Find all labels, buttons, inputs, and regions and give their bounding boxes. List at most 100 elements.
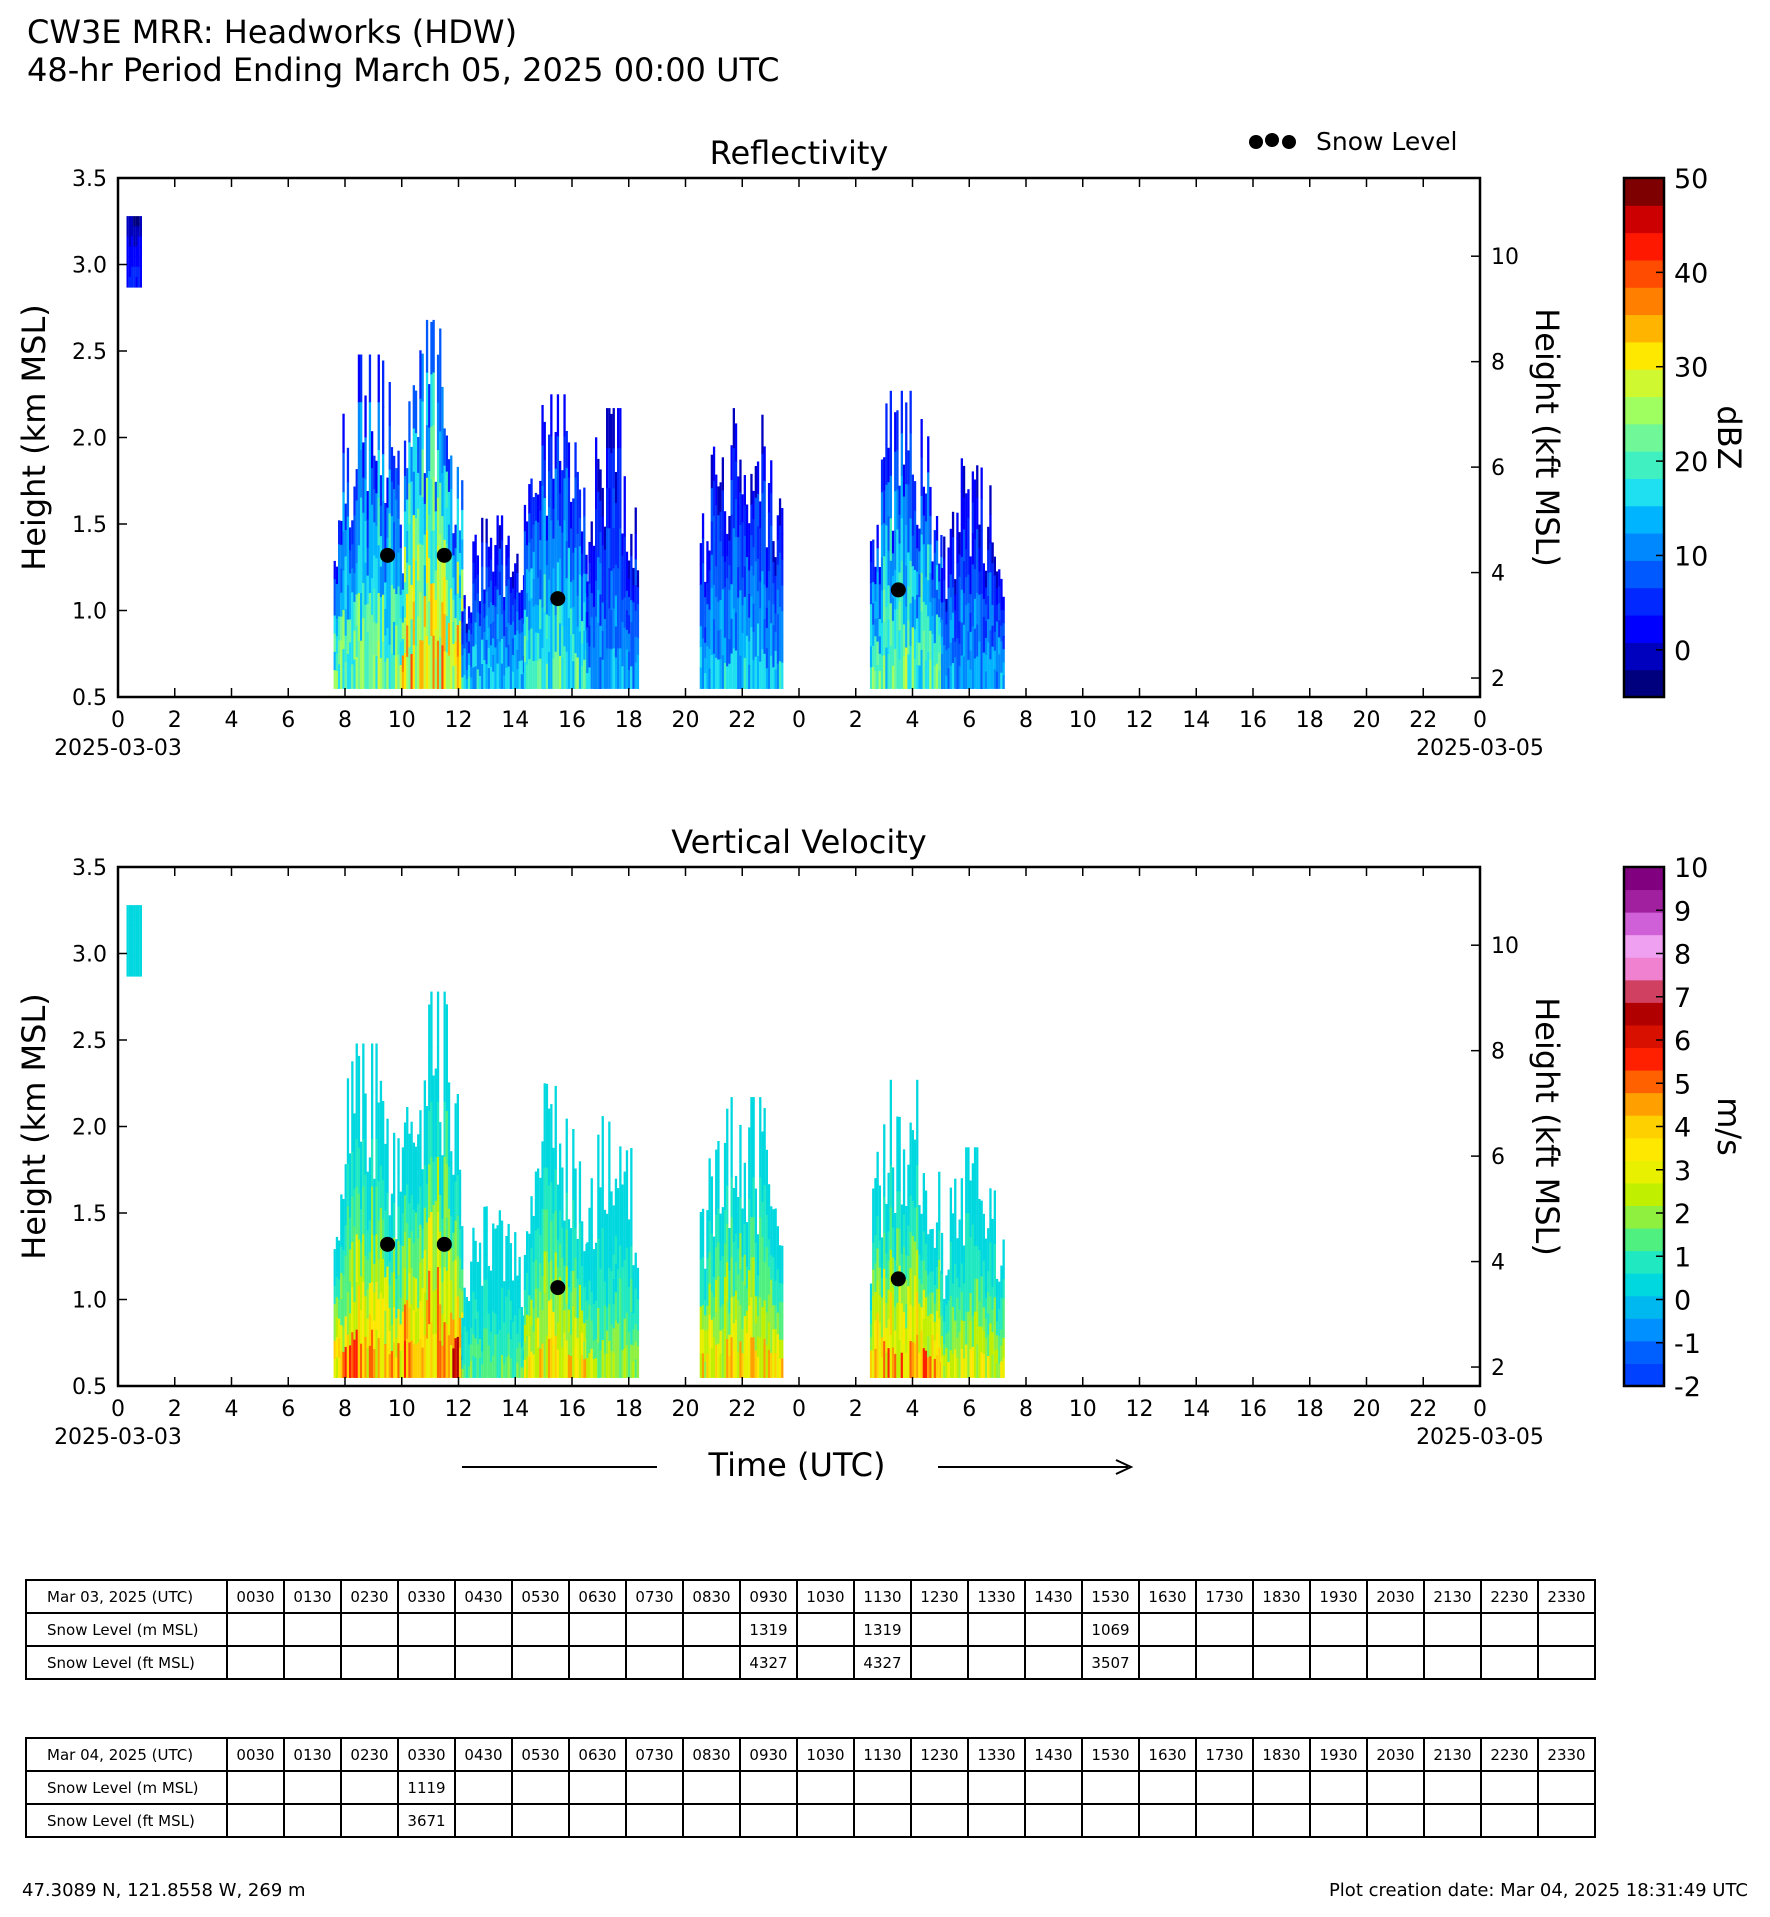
echo-cell — [441, 602, 444, 646]
echo-cell — [366, 519, 369, 548]
echo-cell — [590, 616, 593, 642]
echo-cell — [545, 1083, 549, 1127]
echo-cell — [931, 1356, 934, 1378]
echo-cell — [945, 624, 948, 638]
echo-cell — [390, 585, 394, 621]
echo-column — [333, 354, 402, 689]
echo-cell — [393, 522, 396, 557]
echo-cell — [984, 1238, 988, 1259]
echo-cell — [395, 1298, 398, 1319]
echo-cell — [523, 1342, 527, 1361]
echo-cell — [384, 503, 387, 531]
echo-cell — [505, 565, 508, 587]
echo-cell — [976, 1180, 979, 1214]
echo-cell — [498, 665, 501, 689]
echo-cell — [1000, 641, 1003, 658]
echo-cell — [636, 587, 640, 605]
echo-cell — [425, 1222, 429, 1262]
echo-cell — [443, 1322, 446, 1378]
echo-cell — [518, 1256, 521, 1275]
echo-cell — [710, 521, 713, 556]
echo-cell — [406, 468, 409, 501]
echo-cell — [410, 1231, 413, 1269]
echo-cell — [597, 491, 600, 526]
echo-cell — [708, 589, 711, 611]
echo-cell — [574, 653, 577, 689]
echo-cell — [993, 1270, 996, 1298]
echo-cell — [505, 626, 508, 648]
echo-cell — [456, 625, 459, 658]
echo-cell — [443, 577, 446, 615]
echo-cell — [885, 1278, 888, 1304]
echo-cell — [401, 573, 405, 591]
echo-cell — [619, 1146, 622, 1180]
echo-cell — [388, 1331, 391, 1355]
echo-cell — [561, 1197, 564, 1229]
echo-cell — [987, 1270, 990, 1293]
echo-cell — [872, 582, 875, 604]
echo-cell — [550, 646, 553, 689]
echo-cell — [767, 1211, 771, 1240]
echo-cell — [408, 442, 411, 484]
echo-cell — [556, 1184, 560, 1213]
echo-cell — [137, 246, 140, 258]
echo-cell — [945, 1348, 948, 1364]
echo-cell — [774, 1280, 777, 1306]
echo-cell — [991, 605, 994, 627]
table-cell — [967, 1645, 1026, 1680]
echo-cell — [704, 1330, 707, 1347]
echo-cell — [710, 1291, 713, 1321]
table-cell — [739, 1770, 798, 1805]
echo-cell — [743, 1193, 746, 1225]
echo-cell — [770, 460, 773, 494]
echo-cell — [439, 636, 442, 689]
echo-cell — [357, 1193, 361, 1241]
echo-cell — [397, 1274, 400, 1310]
echo-cell — [630, 1344, 633, 1378]
echo-cell — [507, 1333, 510, 1356]
echo-cell — [368, 402, 372, 451]
echo-cell — [447, 491, 451, 526]
echo-cell — [980, 1225, 983, 1252]
echo-cell — [467, 664, 471, 678]
echo-cell — [393, 1237, 396, 1274]
echo-cell — [745, 504, 749, 532]
echo-cell — [931, 579, 934, 599]
echo-cell — [956, 1238, 959, 1259]
echo-cell — [550, 1182, 553, 1222]
echo-cell — [869, 1296, 873, 1311]
snow-level-marker — [380, 547, 396, 563]
echo-cell — [776, 1355, 779, 1378]
echo-cell — [379, 1250, 383, 1294]
echo-cell — [980, 530, 983, 563]
colorbar-tick-label: 1 — [1674, 1242, 1691, 1273]
echo-cell — [530, 1247, 533, 1275]
echo-cell — [623, 597, 626, 629]
echo-cell — [368, 1157, 372, 1190]
echo-cell — [534, 632, 538, 661]
echo-cell — [458, 1318, 462, 1349]
echo-cell — [430, 1322, 433, 1378]
echo-cell — [902, 656, 906, 689]
echo-cell — [962, 1358, 966, 1378]
echo-cell — [371, 1091, 374, 1140]
echo-cell — [559, 1310, 562, 1345]
echo-cell — [445, 1324, 448, 1378]
echo-cell — [603, 1257, 607, 1283]
echo-cell — [353, 1151, 356, 1190]
echo-cell — [362, 1091, 365, 1140]
echo-cell — [567, 653, 571, 689]
colorbar-swatch — [1624, 259, 1664, 288]
echo-cell — [704, 1268, 707, 1285]
echo-cell — [628, 1219, 631, 1243]
echo-cell — [556, 1239, 560, 1268]
echo-cell — [399, 571, 402, 596]
echo-cell — [344, 556, 347, 584]
echo-cell — [759, 1337, 762, 1378]
echo-cell — [371, 578, 374, 616]
echo-cell — [470, 644, 473, 657]
echo-cell — [920, 419, 923, 459]
echo-cell — [962, 497, 966, 531]
echo-cell — [514, 670, 517, 689]
echo-cell — [463, 648, 466, 663]
